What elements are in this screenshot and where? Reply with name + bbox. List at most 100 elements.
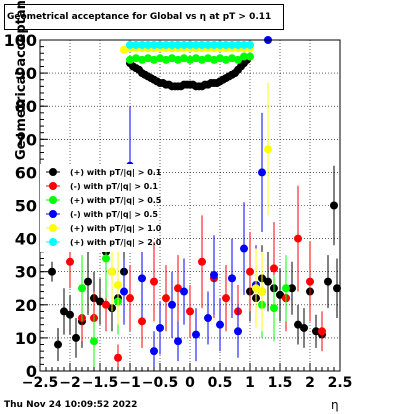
data-point (318, 327, 326, 336)
y-tick-label: 80 (15, 97, 37, 116)
data-point (228, 274, 236, 283)
legend-marker (49, 224, 57, 232)
y-tick-label: 90 (15, 64, 37, 83)
x-tick-label: −0.5 (142, 375, 179, 391)
data-point (246, 52, 254, 61)
data-point (168, 300, 176, 309)
data-point (54, 340, 62, 349)
timestamp: Thu Nov 24 10:09:52 2022 (4, 400, 138, 410)
legend-marker (49, 210, 57, 218)
data-point (84, 277, 92, 286)
data-point (222, 294, 230, 303)
data-point (264, 145, 272, 154)
y-tick-label: 50 (15, 197, 37, 216)
data-point (258, 168, 266, 177)
data-point (216, 320, 224, 329)
x-axis-label: η (331, 398, 339, 412)
x-tick-label: −1.5 (82, 375, 119, 391)
data-point (270, 304, 278, 313)
legend-label: (-) with pT/|q| > 0.5 (70, 210, 158, 219)
data-point (288, 284, 296, 293)
series-1 (66, 185, 326, 371)
data-point (330, 201, 338, 210)
legend-label: (-) with pT/|q| > 0.1 (70, 182, 158, 191)
y-tick-label: 40 (15, 230, 37, 249)
data-point (162, 40, 170, 49)
data-point (240, 244, 248, 253)
data-point (210, 271, 218, 280)
data-point (126, 294, 134, 303)
data-point (240, 40, 248, 49)
series-0 (48, 55, 341, 362)
data-point (156, 323, 164, 332)
data-point (156, 40, 164, 49)
data-point (234, 40, 242, 49)
x-tick-label: 2 (305, 375, 315, 391)
data-point (150, 347, 158, 356)
data-point (114, 353, 122, 362)
data-point (204, 54, 212, 63)
data-point (264, 277, 272, 286)
legend-marker (49, 168, 57, 176)
data-point (96, 297, 104, 306)
legend: (+) with pT/|q| > 0.1 (-) with pT/|q| > 0… (40, 164, 162, 252)
data-point (333, 284, 341, 293)
data-point (228, 40, 236, 49)
y-tick-label: 100 (4, 31, 37, 50)
data-point (204, 40, 212, 49)
y-tick-label: 70 (15, 130, 37, 149)
data-point (108, 267, 116, 276)
data-point (120, 287, 128, 296)
data-point (216, 40, 224, 49)
data-point (162, 55, 170, 64)
data-point (192, 330, 200, 339)
data-point (204, 314, 212, 323)
data-point (132, 40, 140, 49)
data-point (276, 290, 284, 299)
data-point (198, 55, 206, 64)
x-tick-label: −1 (119, 375, 140, 391)
data-point (150, 55, 158, 64)
y-axis-label: Geometrical acceptance (%) (14, 0, 29, 160)
data-point (228, 54, 236, 63)
data-point (156, 54, 164, 63)
x-tick-label: 1 (245, 375, 255, 391)
legend-label: (+) with pT/|q| > 2.0 (70, 238, 162, 247)
data-point (300, 323, 308, 332)
data-point (210, 55, 218, 64)
legend-label: (+) with pT/|q| > 1.0 (70, 224, 162, 233)
x-tick-label: −2 (59, 375, 80, 391)
data-point (192, 54, 200, 63)
data-point (258, 287, 266, 296)
y-tick-label: 0 (26, 362, 37, 381)
data-point (282, 284, 290, 293)
data-point (324, 277, 332, 286)
series-5 (126, 40, 254, 49)
data-point (78, 284, 86, 293)
data-point (174, 40, 182, 49)
x-tick-label: 1.5 (268, 375, 293, 391)
y-tick-label: 30 (15, 263, 37, 282)
legend-label: (+) with pT/|q| > 0.5 (70, 196, 162, 205)
data-point (192, 40, 200, 49)
data-point (246, 40, 254, 49)
data-point (180, 40, 188, 49)
legend-label: (+) with pT/|q| > 0.1 (70, 168, 162, 177)
data-point (48, 267, 56, 276)
data-point (222, 55, 230, 64)
x-tick-label: −2.5 (22, 375, 59, 391)
data-point (66, 257, 74, 266)
data-point (72, 333, 80, 342)
data-point (150, 40, 158, 49)
data-point (102, 254, 110, 263)
data-point (60, 307, 68, 316)
data-point (138, 274, 146, 283)
data-point (234, 55, 242, 64)
x-tick-label: 2.5 (328, 375, 353, 391)
data-point (126, 55, 134, 64)
data-point (174, 337, 182, 346)
data-point (294, 320, 302, 329)
data-point (114, 280, 122, 289)
series-2 (78, 52, 290, 368)
